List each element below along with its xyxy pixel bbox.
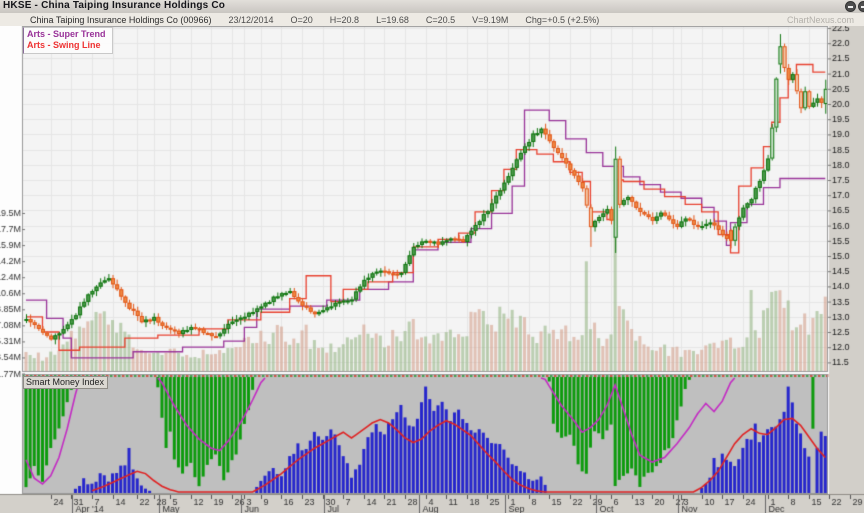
window-controls: [845, 1, 864, 12]
quote-change: Chg=+0.5 (+2.5%): [525, 14, 600, 25]
collapse-icon[interactable]: [845, 1, 856, 12]
window-titlebar[interactable]: HKSE - China Taiping Insurance Holdings …: [0, 0, 864, 14]
quote-low: L=19.68: [376, 14, 409, 25]
price-chart-canvas[interactable]: [0, 26, 864, 513]
legend-swingline: Arts - Swing Line: [27, 40, 101, 50]
chart-area: Arts - Super Trend Arts - Swing Line Sma…: [0, 26, 864, 513]
chartnexus-watermark: ChartNexus.com: [786, 14, 854, 25]
window-title: HKSE - China Taiping Insurance Holdings …: [3, 0, 226, 11]
smi-panel-label: Smart Money Index: [23, 376, 109, 389]
quote-high: H=20.8: [329, 14, 360, 25]
collapse-icon[interactable]: [858, 1, 864, 12]
quote-open: O=20: [290, 14, 313, 25]
quote-volume: V=9.19M: [472, 14, 509, 25]
legend-supertrend: Arts - Super Trend: [27, 29, 106, 39]
quote-close: C=20.5: [425, 14, 456, 25]
indicator-legend: Arts - Super Trend Arts - Swing Line: [23, 27, 113, 54]
quote-infobar: China Taiping Insurance Holdings Co (009…: [0, 13, 864, 27]
quote-date: 23/12/2014: [228, 14, 274, 25]
symbol-name: China Taiping Insurance Holdings Co (009…: [30, 14, 212, 25]
